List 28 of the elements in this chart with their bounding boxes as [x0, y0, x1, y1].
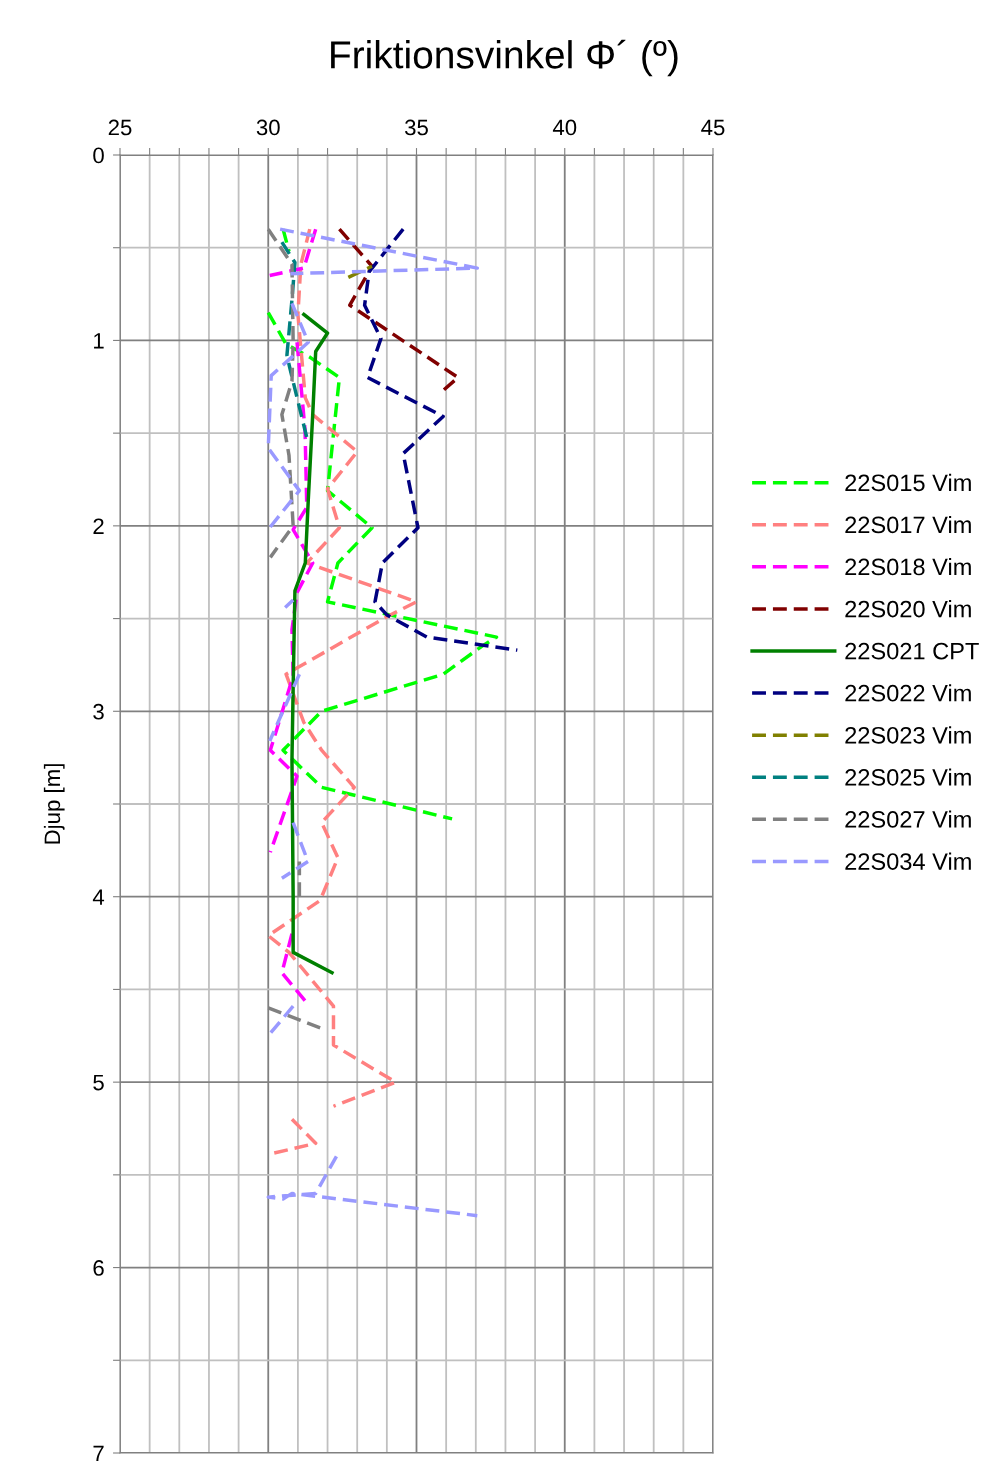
legend-label: 22S021 CPT [845, 642, 979, 660]
legend-label: 22S015 Vim [845, 473, 971, 492]
legend-label: 22S020 Vim [845, 600, 971, 618]
legend-label: 22S023 Vim [845, 726, 971, 744]
x-tick-label: 30 [256, 119, 280, 136]
legend-label: 22S025 Vim [845, 768, 971, 786]
line-series [362, 227, 520, 652]
chart-title: Friktionsvinkel Φ´ (º) [331, 39, 678, 77]
legend-label: 22S034 Vim [845, 852, 971, 870]
legend-label: 22S022 Vim [845, 684, 971, 702]
y-tick-label: 5 [93, 1074, 104, 1091]
legend-label: 22S017 Vim [845, 515, 971, 534]
x-tick-label: 45 [701, 119, 725, 136]
y-tick-label: 7 [93, 1445, 104, 1462]
y-tick-label: 4 [92, 889, 105, 905]
y-tick-label: 2 [93, 518, 104, 534]
x-tick-label: 35 [404, 119, 428, 136]
x-tick-label: 25 [108, 119, 132, 136]
y-axis-title: Djup [m] [43, 764, 65, 844]
y-tick-label: 3 [93, 703, 104, 720]
legend-label: 22S027 Vim [845, 810, 971, 828]
x-tick-label: 40 [552, 119, 577, 136]
line-series [337, 227, 460, 393]
y-tick-label: 6 [93, 1260, 104, 1276]
y-tick-label: 1 [94, 333, 104, 349]
y-tick-label: 0 [93, 147, 104, 164]
legend-label: 22S018 Vim [845, 558, 971, 576]
line-series [290, 312, 334, 975]
